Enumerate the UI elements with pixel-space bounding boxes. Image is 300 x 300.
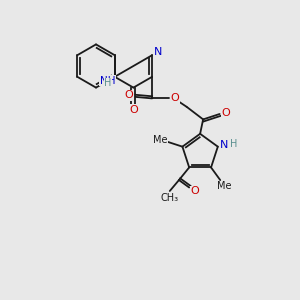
Text: N: N <box>220 140 228 150</box>
Text: O: O <box>222 107 231 118</box>
Text: O: O <box>124 90 134 100</box>
Text: H: H <box>230 139 237 149</box>
Text: NH: NH <box>100 76 116 86</box>
Text: O: O <box>170 93 179 103</box>
Text: O: O <box>190 186 199 197</box>
Text: Me: Me <box>218 181 232 191</box>
Text: N: N <box>154 47 162 57</box>
Text: H: H <box>104 78 111 88</box>
Text: CH₃: CH₃ <box>161 194 179 203</box>
Text: O: O <box>129 105 138 115</box>
Text: Me: Me <box>153 134 168 145</box>
